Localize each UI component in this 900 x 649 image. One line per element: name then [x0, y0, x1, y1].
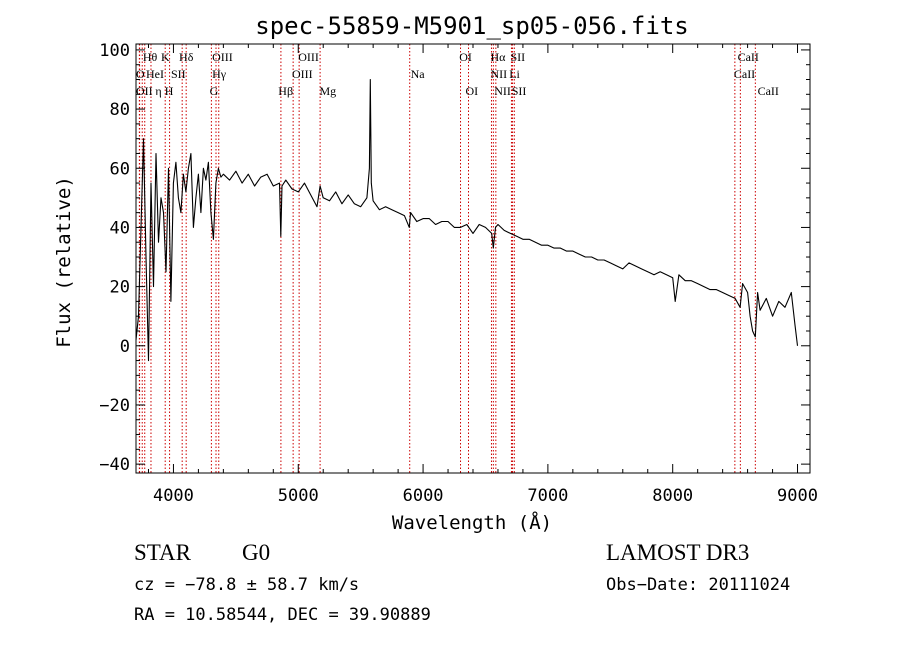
- y-tick-label: −20: [99, 396, 130, 416]
- y-tick-label: 20: [110, 278, 130, 298]
- line-label: Li: [509, 67, 520, 81]
- line-label: NII: [490, 67, 507, 81]
- line-label: O: [136, 67, 145, 81]
- line-label: CaII: [758, 84, 779, 98]
- line-labels: Hθ K Hδ OIII OIII OI Hα SII CaII O HeI SII Hγ OIII Na N…: [136, 50, 779, 98]
- spectrum-series: [135, 78, 799, 362]
- line-label: SII: [512, 84, 527, 98]
- survey-name: LAMOST DR3: [606, 540, 749, 565]
- line-label: OI: [466, 84, 479, 98]
- y-tick-label: −40: [99, 455, 130, 475]
- x-tick-label: 8000: [652, 486, 693, 506]
- line-label: NII: [494, 84, 511, 98]
- x-axis-label: Wavelength (Å): [392, 511, 552, 534]
- line-label: OIII: [212, 50, 233, 64]
- object-class: STAR: [134, 540, 192, 565]
- obs-date: Obs−Date: 20111024: [606, 575, 790, 595]
- x-tick-label: 7000: [527, 486, 568, 506]
- line-label: Na: [411, 67, 426, 81]
- line-label: K: [161, 50, 170, 64]
- line-label: Hθ: [143, 50, 158, 64]
- line-label: Mg: [319, 84, 336, 98]
- y-tick-label: 100: [99, 41, 130, 61]
- line-label: CaII: [734, 67, 755, 81]
- y-axis-label: Flux (relative): [53, 176, 75, 348]
- x-tick-label: 5000: [278, 486, 319, 506]
- y-tick-label: 40: [110, 218, 130, 238]
- line-label: OI: [459, 50, 472, 64]
- object-subclass: G0: [242, 540, 270, 565]
- plot-frame: [135, 43, 811, 474]
- line-label: η: [155, 84, 161, 98]
- line-label: H: [165, 84, 174, 98]
- line-label: OIII: [292, 67, 313, 81]
- line-markers: [138, 44, 756, 473]
- line-label: G: [210, 84, 219, 98]
- y-tick-label: 0: [120, 337, 130, 357]
- line-label: SII: [510, 50, 525, 64]
- line-label: Hγ: [212, 67, 227, 81]
- coordinates: RA = 10.58544, DEC = 39.90889: [134, 605, 431, 625]
- axis-ticks: 4000 5000 6000 7000 8000 9000 −40 −20 0 20 40 60 80 1…: [99, 41, 818, 506]
- redshift-cz: cz = −78.8 ± 58.7 km/s: [134, 575, 359, 595]
- x-tick-label: 9000: [777, 486, 818, 506]
- line-label: HeI: [146, 67, 164, 81]
- line-label: OII: [136, 84, 153, 98]
- y-tick-label: 80: [110, 100, 130, 120]
- line-label: Hδ: [179, 50, 194, 64]
- x-tick-label: 6000: [403, 486, 444, 506]
- line-label: Hα: [490, 50, 506, 64]
- chart-title: spec-55859-M5901_sp05-056.fits: [255, 12, 688, 40]
- x-tick-label: 4000: [153, 486, 194, 506]
- spectrum-line: [135, 78, 799, 362]
- line-label: SII: [171, 67, 186, 81]
- line-label: OIII: [298, 50, 319, 64]
- line-label: CaII: [738, 50, 759, 64]
- y-tick-label: 60: [110, 159, 130, 179]
- line-label: Hβ: [278, 84, 293, 98]
